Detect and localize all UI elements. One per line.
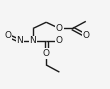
Text: O: O bbox=[43, 49, 50, 58]
Text: N: N bbox=[16, 36, 23, 45]
Text: O: O bbox=[82, 31, 89, 40]
Text: O: O bbox=[4, 31, 11, 40]
Text: N: N bbox=[30, 36, 36, 45]
Text: O: O bbox=[56, 36, 63, 45]
Text: O: O bbox=[56, 24, 63, 33]
